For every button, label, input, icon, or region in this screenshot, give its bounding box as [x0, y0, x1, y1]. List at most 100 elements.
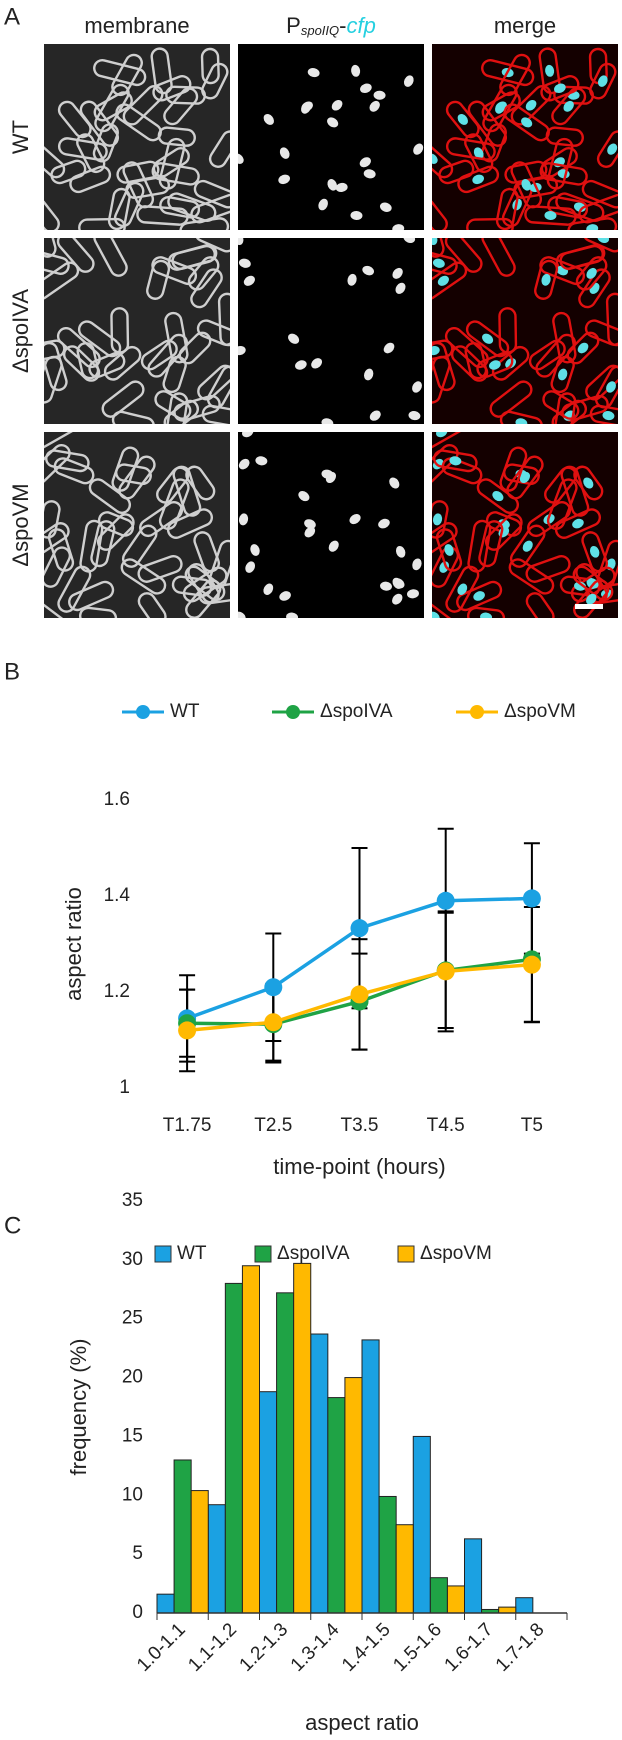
cell-signal	[263, 583, 274, 595]
cell-signal	[607, 143, 618, 155]
x-tick-label: T3.5	[340, 1115, 378, 1136]
x-tick-label: 1.2-1.3	[236, 1619, 293, 1676]
point	[522, 955, 541, 974]
bar	[361, 1339, 380, 1614]
cell-membrane	[103, 345, 142, 381]
y-tick-label: 35	[122, 1190, 143, 1211]
cell-signal	[351, 64, 361, 77]
micrograph-bg	[238, 238, 424, 424]
legend-marker	[286, 705, 300, 719]
cell-membrane	[573, 465, 604, 501]
cell-membrane	[171, 575, 213, 597]
cell-membrane	[581, 531, 609, 573]
panel-label: C	[4, 1212, 21, 1239]
cell-membrane	[445, 565, 480, 613]
cell-membrane	[44, 500, 61, 539]
bar	[190, 1490, 209, 1614]
cell-signal	[311, 358, 323, 369]
cell-membrane	[432, 598, 456, 618]
cell-signal	[521, 179, 532, 191]
cell-membrane	[589, 62, 617, 100]
cell-membrane	[90, 520, 116, 568]
cell-signal	[412, 558, 422, 571]
cell-signal	[380, 581, 392, 591]
cell-membrane	[110, 307, 130, 354]
micrograph	[432, 238, 618, 424]
cell-signal	[563, 100, 574, 112]
cell-membrane	[125, 176, 171, 199]
cell-membrane	[69, 165, 112, 194]
cell-signal	[243, 275, 255, 286]
cell-signal	[279, 591, 291, 601]
legend-label: ΔspoVM	[504, 701, 576, 722]
x-tick-label: 1.7-1.8	[492, 1619, 549, 1676]
cell-membrane	[200, 47, 220, 85]
cell-membrane	[527, 501, 572, 538]
cell-membrane	[193, 531, 221, 573]
cell-signal	[573, 202, 586, 212]
y-tick-label: 25	[122, 1308, 143, 1329]
bar	[446, 1585, 465, 1614]
cell-membrane	[185, 579, 222, 618]
cell-signal	[444, 544, 454, 556]
cell-signal	[360, 83, 372, 94]
cell-signal	[362, 265, 374, 276]
bar	[293, 1262, 312, 1614]
cell-membrane	[56, 238, 95, 273]
cell-membrane	[201, 404, 230, 424]
cell-signal	[255, 456, 268, 466]
cell-membrane	[482, 83, 518, 133]
point	[522, 889, 541, 908]
cell-membrane	[476, 478, 520, 514]
legend-label: ΔspoIVA	[320, 701, 393, 722]
cell-membrane	[432, 500, 449, 539]
cell-signal	[472, 174, 484, 185]
cell-signal	[238, 153, 244, 164]
cell-signal	[395, 282, 406, 294]
cell-membrane	[552, 311, 577, 364]
bar	[412, 1435, 431, 1614]
cell-signal	[383, 342, 395, 354]
micrograph	[432, 44, 618, 230]
bar	[207, 1504, 226, 1614]
cell-signal	[403, 75, 414, 87]
cell-membrane	[162, 355, 187, 394]
point	[436, 891, 455, 910]
legend-marker	[470, 705, 484, 719]
cell-membrane	[445, 137, 496, 161]
row-label: ΔspoIVA	[8, 289, 33, 373]
cell-membrane	[197, 364, 230, 401]
cell-membrane	[44, 197, 60, 230]
cell-signal	[525, 99, 537, 111]
cell-signal	[574, 581, 586, 591]
cell-membrane	[550, 355, 575, 394]
cell-membrane	[107, 187, 131, 230]
cell-signal	[393, 578, 405, 589]
cell-membrane	[545, 126, 584, 147]
cell-signal	[238, 238, 244, 246]
cell-membrane	[208, 130, 230, 168]
cell-membrane	[190, 193, 230, 224]
cell-membrane	[605, 292, 618, 347]
cell-membrane	[45, 449, 90, 473]
cell-membrane	[122, 161, 155, 209]
cell-membrane	[62, 345, 101, 382]
cell-signal	[288, 333, 300, 344]
cell-signal	[295, 360, 307, 370]
y-tick-label: 1.6	[104, 789, 130, 810]
cell-membrane	[44, 341, 68, 392]
header-part: cfp	[346, 13, 375, 38]
cell-membrane	[122, 84, 164, 126]
cell-membrane	[467, 519, 492, 573]
cell-membrane	[139, 501, 184, 538]
cell-membrane	[450, 345, 489, 382]
bar	[241, 1265, 261, 1614]
cell-membrane	[444, 238, 483, 273]
cell-signal	[606, 381, 616, 393]
cell-signal	[301, 102, 311, 114]
cell-membrane	[44, 339, 66, 362]
legend-label: WT	[170, 701, 200, 722]
cell-membrane	[538, 47, 561, 95]
cell-signal	[432, 153, 438, 164]
cell-signal	[392, 593, 403, 605]
